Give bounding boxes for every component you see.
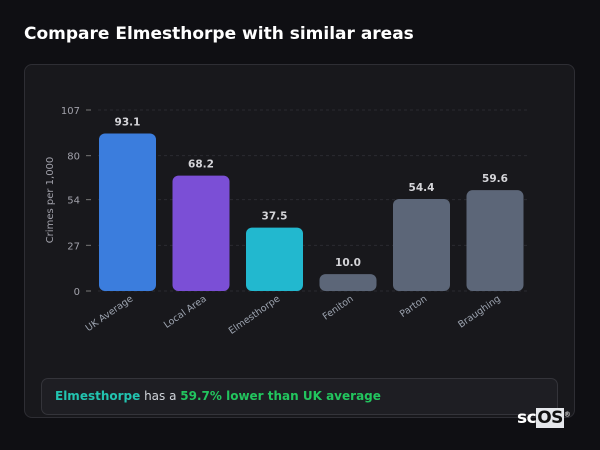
bar-parton [393, 198, 450, 291]
summary-banner: Elmesthorpe has a 59.7% lower than UK av… [41, 378, 558, 415]
y-tick-label: 27 [67, 241, 80, 252]
bar-braughing [466, 190, 524, 291]
data-label: 68.2 [188, 159, 214, 171]
x-tick-label: Parton [398, 293, 429, 320]
data-label: 37.5 [262, 211, 288, 223]
data-label: 93.1 [115, 117, 141, 129]
bar-uk-average [99, 133, 156, 291]
summary-comparison: 59.7% lower than UK average [180, 389, 381, 403]
x-tick-label: Feniton [321, 293, 356, 322]
x-tick-label: UK Average [84, 293, 136, 334]
data-label: 59.6 [482, 173, 508, 185]
bar-elmesthorpe [246, 227, 303, 291]
x-tick-label: Braughing [456, 293, 502, 330]
summary-text: has a [140, 389, 181, 403]
summary-area: Elmesthorpe [55, 389, 141, 403]
scos-logo: scOS® [517, 408, 571, 428]
x-tick-label: Local Area [162, 293, 209, 330]
y-tick-label: 54 [67, 196, 80, 207]
x-tick-label: Elmesthorpe [227, 293, 283, 337]
bar-local-area [172, 175, 230, 291]
data-label: 54.4 [409, 182, 435, 194]
y-tick-label: 107 [61, 106, 80, 117]
y-axis-label: Crimes per 1,000 [45, 157, 56, 244]
y-tick-label: 0 [74, 287, 80, 298]
data-label: 10.0 [335, 257, 361, 269]
bar-feniton [319, 274, 377, 291]
y-tick-label: 80 [67, 152, 80, 163]
page-title: Compare Elmesthorpe with similar areas [24, 24, 414, 44]
